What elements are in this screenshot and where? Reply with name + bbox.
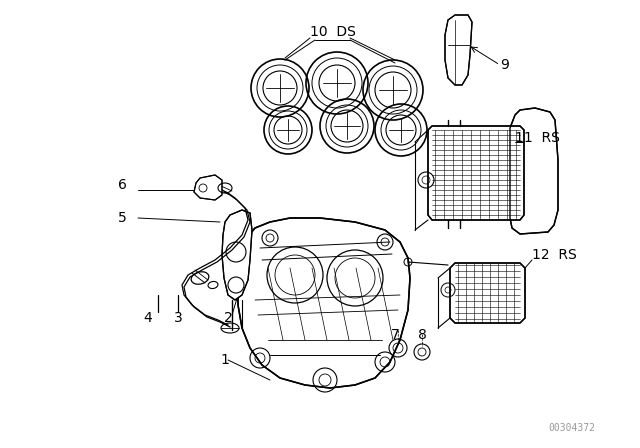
- Polygon shape: [222, 210, 252, 300]
- Text: 4: 4: [143, 311, 152, 325]
- Text: 10  DS: 10 DS: [310, 25, 356, 39]
- Polygon shape: [428, 126, 524, 220]
- Text: 00304372: 00304372: [548, 423, 595, 433]
- Text: 9: 9: [500, 58, 509, 72]
- Text: 8: 8: [417, 328, 426, 342]
- Polygon shape: [445, 15, 472, 85]
- Text: 5: 5: [118, 211, 127, 225]
- Text: 11  RS: 11 RS: [515, 131, 560, 145]
- Polygon shape: [510, 108, 558, 234]
- Text: 7: 7: [390, 328, 399, 342]
- Text: 6: 6: [118, 178, 127, 192]
- Polygon shape: [194, 175, 222, 200]
- Text: 12  RS: 12 RS: [532, 248, 577, 262]
- Text: 1: 1: [220, 353, 229, 367]
- Polygon shape: [238, 218, 410, 388]
- Text: 3: 3: [173, 311, 182, 325]
- Text: 2: 2: [223, 311, 232, 325]
- Polygon shape: [450, 263, 525, 323]
